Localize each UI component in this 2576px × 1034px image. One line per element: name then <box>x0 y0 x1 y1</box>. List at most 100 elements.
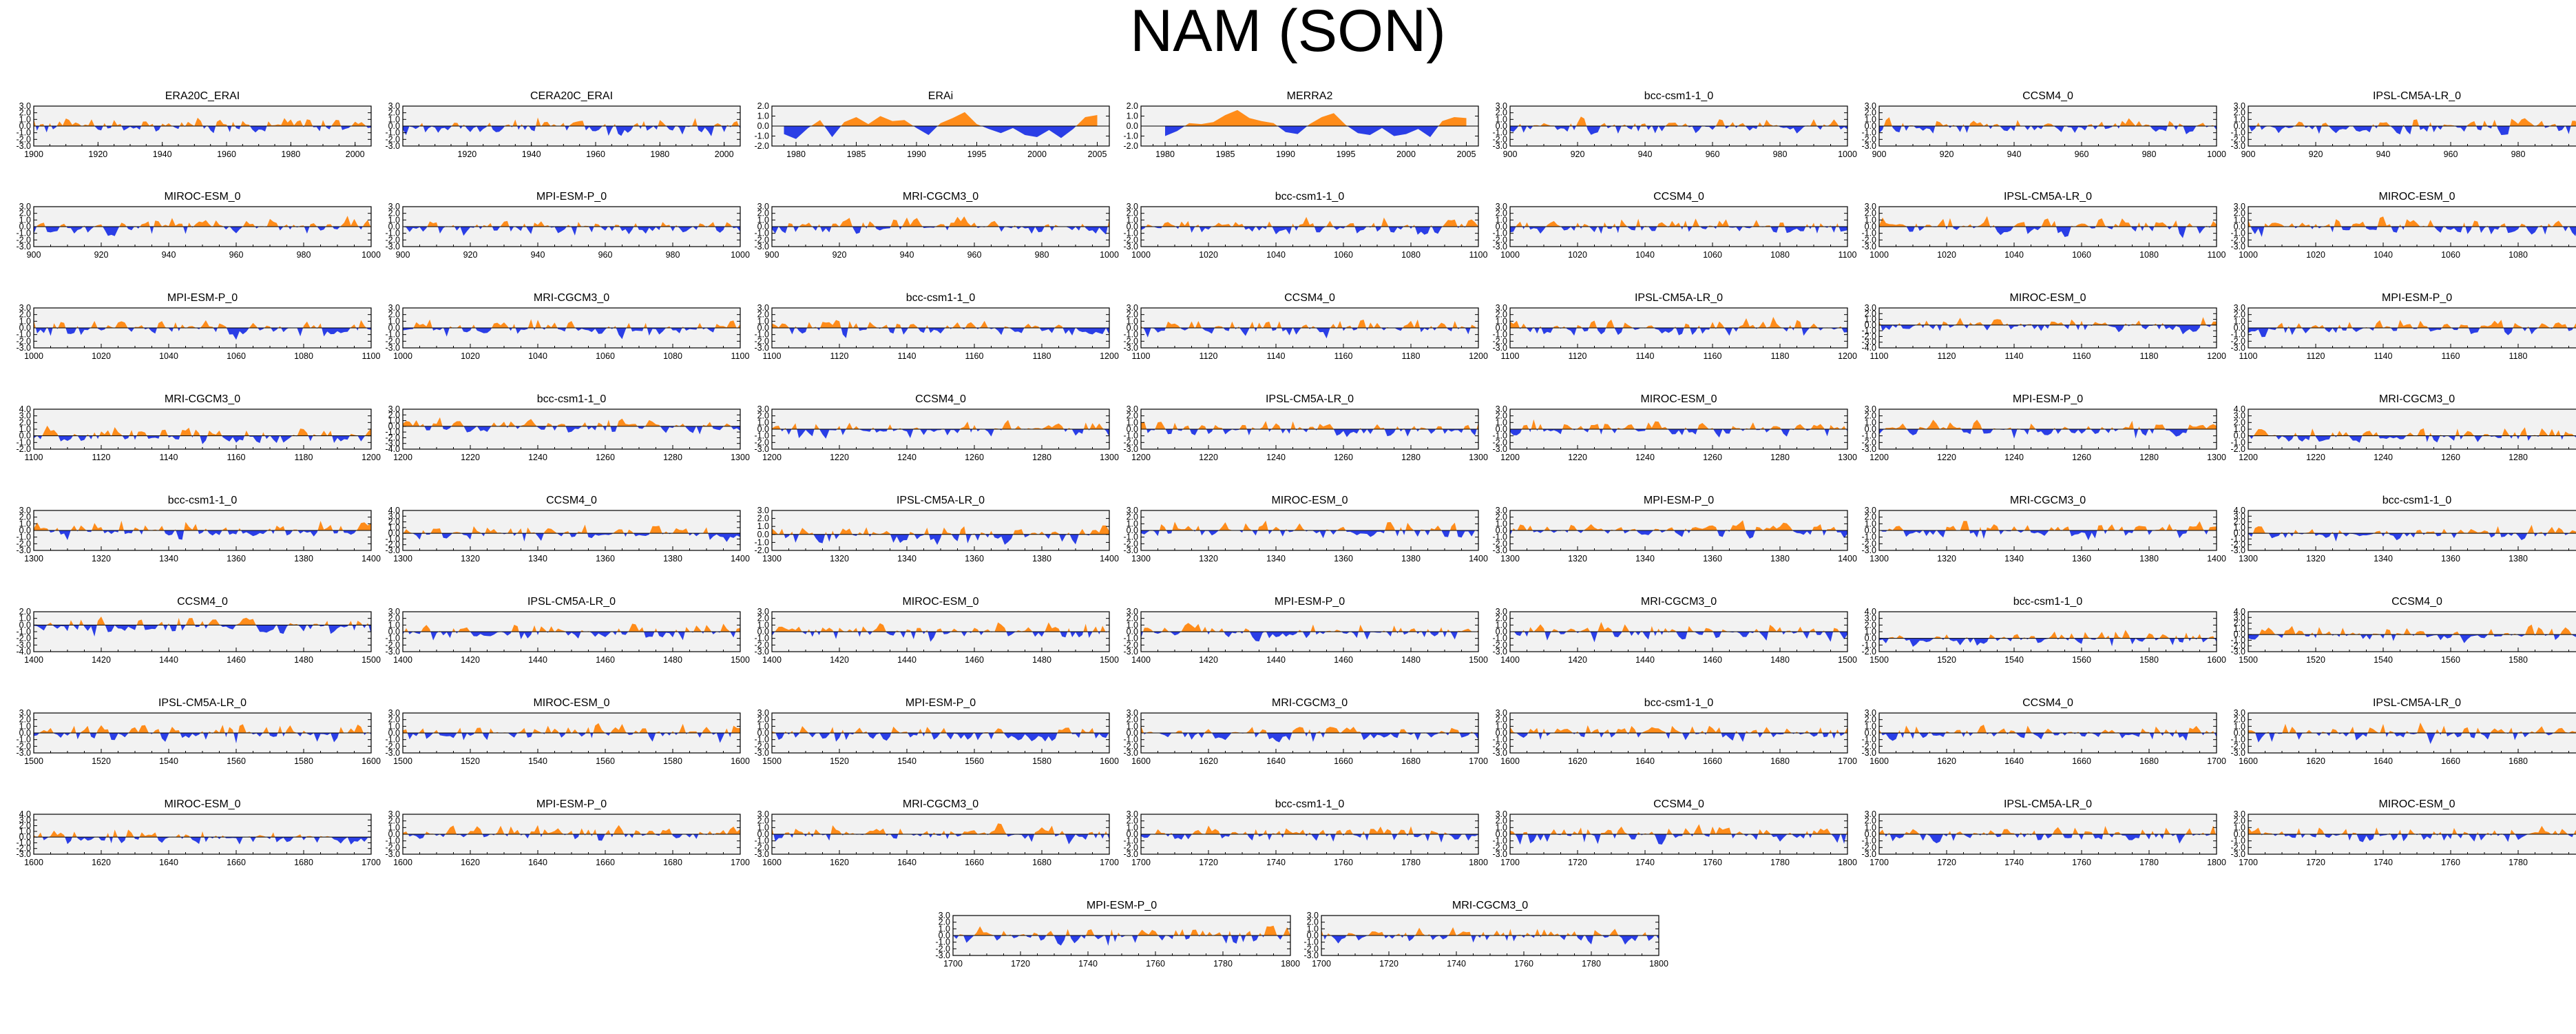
x-tick-label: 900 <box>27 250 41 260</box>
x-tick-label: 1620 <box>1568 756 1587 766</box>
x-tick-label: 1000 <box>24 351 43 361</box>
y-tick-label: 1.0 <box>1496 519 1507 528</box>
chart-svg: bcc-csm1-1_0 -3.0-2.0-1.00.01.02.03.0 900 9… <box>1492 90 1856 159</box>
y-tick-label: -3.0 <box>2230 141 2245 151</box>
y-tick-label: 0.0 <box>1127 222 1138 231</box>
x-tick-label: 1320 <box>830 554 849 563</box>
y-tick-label: 1.0 <box>1496 823 1507 832</box>
y-tick-label: -1.0 <box>1861 128 1876 138</box>
y-tick-label: 1.0 <box>757 721 769 731</box>
y-tick-label: -2.0 <box>1861 437 1876 447</box>
panel-title: bcc-csm1-1_0 <box>1644 90 1714 102</box>
panel-title: CERA20C_ERAI <box>530 90 613 102</box>
y-tick-label: 1.0 <box>388 823 400 832</box>
y-tick-label: -3.0 <box>1123 647 1138 656</box>
x-tick-label: 1340 <box>2004 554 2024 563</box>
negative-area <box>1510 227 1847 234</box>
x-tick-label: 1995 <box>967 149 987 159</box>
y-tick-label: -3.0 <box>1123 343 1138 353</box>
y-tick-label: 1.0 <box>1496 215 1507 225</box>
positive-area <box>953 925 1290 935</box>
y-tick-label: 0.0 <box>1865 634 1876 643</box>
x-tick-label: 1500 <box>762 756 782 766</box>
x-tick-label: 1600 <box>1870 756 1889 766</box>
panel-title: MRI-CGCM3_0 <box>165 393 240 405</box>
x-tick-label: 1080 <box>2139 250 2159 260</box>
y-tick-label: 0.0 <box>1496 526 1507 535</box>
y-tick-label: -2.0 <box>16 539 31 548</box>
y-tick-label: 3.0 <box>2234 202 2245 211</box>
chart-panel: MIROC-ESM_0 -3.0 -2.0 -1.0 0.0 1.0 2.0 3.0 4.0 16… <box>3 791 380 875</box>
y-tick-label: 1.0 <box>19 114 31 124</box>
y-tick-label: 2.0 <box>1865 411 1876 421</box>
y-tick-label: -2.0 <box>1861 647 1876 656</box>
chart-svg: MRI-CGCM3_0 -3.0-2.0-1.00.01.02.03.0 900 92… <box>754 191 1118 260</box>
panel-title: MPI-ESM-P_0 <box>536 191 607 203</box>
y-tick-label: 1.0 <box>757 620 769 630</box>
negative-area <box>2248 435 2576 443</box>
positive-area <box>36 425 371 436</box>
y-tick-label: 2.0 <box>757 514 769 524</box>
y-tick-label: 1.0 <box>1127 112 1138 121</box>
chart-panel: CCSM4_0 -4.0 -3.0 -2.0 -1.0 0.0 1.0 2.0 1400 1420… <box>3 588 380 672</box>
x-tick-label: 1760 <box>1703 858 1722 867</box>
chart-svg: MRI-CGCM3_0 -3.0-2.0-1.00.01.02.03.0 1300 1… <box>1861 495 2226 563</box>
chart-panel: IPSL-CM5A-LR_0 -2.0 -1.0 0.0 1.0 2.0 3.0 1300 13… <box>742 487 1118 571</box>
x-tick-label: 1400 <box>2207 554 2226 563</box>
chart-panel: MRI-CGCM3_0 -3.0 -2.0 -1.0 0.0 1.0 2.0 3.0 1600 1… <box>742 791 1118 875</box>
y-tick-label: 3.0 <box>1865 202 1876 211</box>
negative-area <box>1510 126 1847 135</box>
y-tick-label: 2.0 <box>19 513 31 522</box>
x-tick-label: 1220 <box>1568 453 1587 462</box>
y-tick-label: 1.0 <box>388 620 400 630</box>
x-tick-label: 1700 <box>1469 756 1488 766</box>
chart-svg: CCSM4_0 -4.0-3.0-2.0-1.00.01.02.0 1400 1420… <box>16 596 380 665</box>
chart-panel: bcc-csm1-1_0 -3.0 -2.0 -1.0 0.0 1.0 2.0 3.0 1100… <box>742 285 1118 369</box>
x-tick-label: 1640 <box>159 858 178 867</box>
y-tick-label: -1.0 <box>1492 431 1507 441</box>
x-tick-label: 1020 <box>1199 250 1218 260</box>
chart-panel: CERA20C_ERAI -3.0 -2.0 -1.0 0.0 1.0 2.0 3.0 1920… <box>373 83 741 167</box>
positive-area <box>403 723 740 733</box>
y-tick-label: 0.0 <box>757 829 769 839</box>
y-tick-label: 1.0 <box>1865 823 1876 832</box>
x-tick-label: 1060 <box>2441 250 2460 260</box>
y-tick-label: 3.0 <box>19 708 31 718</box>
y-tick-label: 0.0 <box>388 121 400 131</box>
x-tick-label: 1780 <box>2139 858 2159 867</box>
x-tick-label: 1500 <box>2239 655 2258 665</box>
y-tick-label: 2.0 <box>19 108 31 118</box>
y-tick-label: 1.0 <box>1127 316 1138 326</box>
x-tick-label: 1100 <box>1501 351 1520 361</box>
y-tick-label: -3.0 <box>2230 849 2245 859</box>
y-tick-label: -3.0 <box>385 647 400 656</box>
y-tick-label: 0.0 <box>1127 526 1138 535</box>
chart-svg: IPSL-CM5A-LR_0 -3.0-2.0-1.00.01.02.03.0 15… <box>16 697 380 766</box>
y-tick-label: -2.0 <box>385 235 400 245</box>
x-tick-label: 1180 <box>2509 351 2528 361</box>
chart-panel: MIROC-ESM_0 -3.0 -2.0 -1.0 0.0 1.0 2.0 3.0 1400 1… <box>742 588 1118 672</box>
y-tick-label: 2.0 <box>388 108 400 118</box>
y-tick-label: 3.0 <box>19 506 31 515</box>
x-tick-label: 1360 <box>965 554 984 563</box>
chart-svg: IPSL-CM5A-LR_0 -3.0-2.0-1.00.01.02.03.0 12… <box>1123 393 1487 462</box>
positive-area <box>34 829 371 838</box>
x-tick-label: 1340 <box>1635 554 1655 563</box>
panel-title: MPI-ESM-P_0 <box>1275 596 1345 608</box>
x-tick-label: 1240 <box>2374 453 2393 462</box>
y-tick-label: 4.0 <box>2234 607 2245 617</box>
chart-svg: MPI-ESM-P_0 -3.0-2.0-1.00.01.02.03.0 1100 1… <box>2230 292 2576 361</box>
y-tick-label: -3.0 <box>754 647 769 656</box>
chart-panel: CCSM4_0 -3.0 -2.0 -1.0 0.0 1.0 2.0 3.0 1600 1620 1… <box>1849 690 2226 774</box>
negative-area <box>1510 834 1847 845</box>
chart-svg: bcc-csm1-1_0 -3.0-2.0-1.00.01.02.03.0 1300… <box>16 495 380 563</box>
y-tick-label: 1.0 <box>2234 721 2245 731</box>
x-tick-label: 1300 <box>731 453 750 462</box>
y-tick-label: 1.0 <box>1127 620 1138 630</box>
y-tick-label: 3.0 <box>388 511 400 521</box>
y-tick-label: 2.0 <box>2234 517 2245 527</box>
x-tick-label: 1120 <box>1200 351 1218 361</box>
y-tick-label: 2.0 <box>388 410 400 420</box>
y-tick-label: 0.0 <box>19 620 31 630</box>
